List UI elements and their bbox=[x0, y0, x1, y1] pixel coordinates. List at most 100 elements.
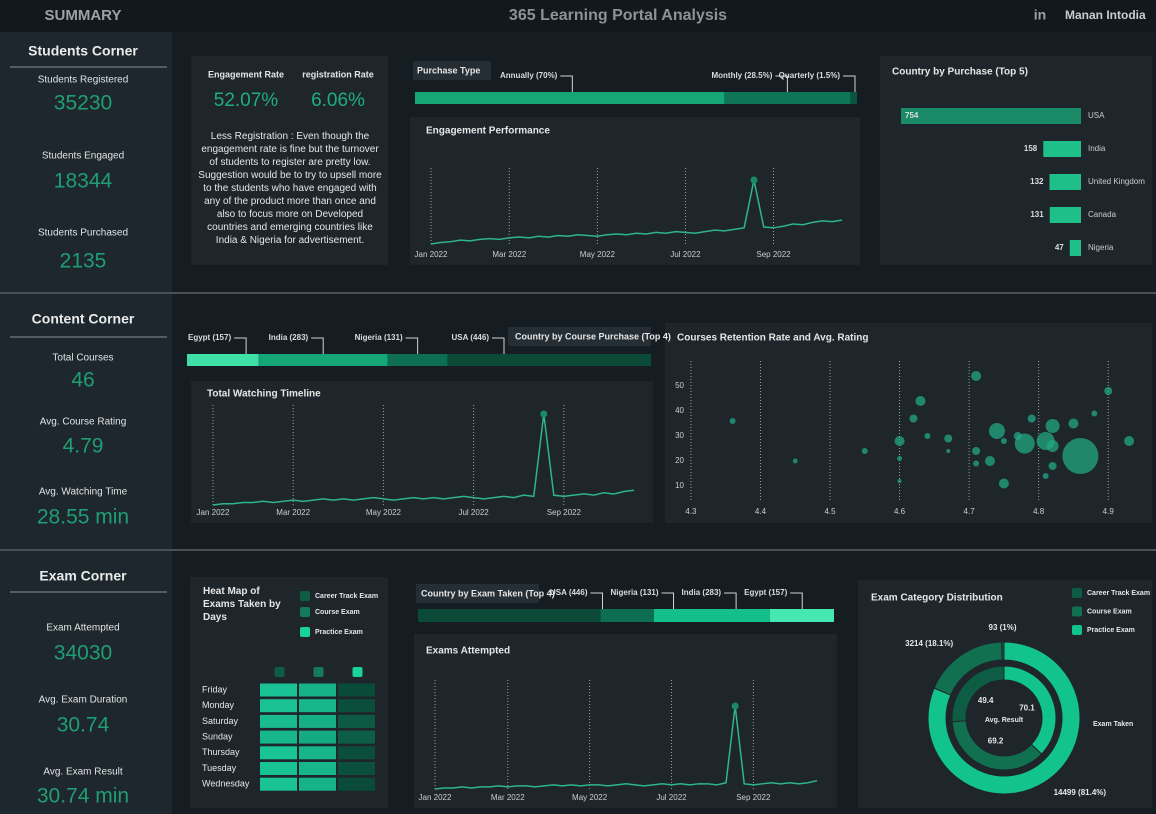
x-tick-label: 4.6 bbox=[894, 507, 906, 516]
line bbox=[430, 179, 843, 245]
linkedin-icon[interactable]: in bbox=[1034, 7, 1046, 23]
row-label: Saturday bbox=[202, 716, 239, 726]
row-label: Friday bbox=[202, 684, 228, 694]
heat-cell bbox=[260, 746, 297, 760]
ring-name: Exam Taken bbox=[1093, 721, 1133, 728]
heat-cell bbox=[299, 683, 336, 697]
segment-label: India (283) bbox=[269, 333, 309, 342]
column-header bbox=[352, 667, 363, 677]
chart-title: Purchase Type bbox=[417, 65, 480, 75]
leader-line bbox=[843, 75, 856, 92]
ring-label: 70.1 bbox=[1019, 703, 1035, 712]
title-boxes bbox=[413, 61, 651, 603]
chart-title: Engagement Performance bbox=[426, 126, 550, 137]
kpi-value: 35230 bbox=[54, 92, 112, 115]
kpi-value: 6.06% bbox=[311, 90, 365, 111]
ring-segment bbox=[933, 641, 1003, 696]
kpi-label: Avg. Exam Result bbox=[43, 767, 123, 778]
bubble bbox=[1068, 418, 1079, 429]
heat-cell bbox=[299, 730, 336, 744]
chart-title: Courses Retention Rate and Avg. Rating bbox=[677, 333, 869, 344]
panel bbox=[414, 634, 837, 808]
bubble bbox=[972, 447, 981, 455]
bubble bbox=[1042, 473, 1049, 479]
chart-title: Exam Category Distribution bbox=[871, 593, 1003, 604]
y-tick-label: 10 bbox=[675, 481, 684, 490]
chart-title: Heat Map of Exams Taken by Days bbox=[203, 586, 281, 623]
legend-label: Career Track Exam bbox=[315, 593, 378, 600]
segment-label: India (283) bbox=[682, 588, 722, 597]
y-tick-label: 30 bbox=[675, 431, 684, 440]
heat-cell bbox=[260, 777, 297, 791]
panel bbox=[410, 117, 860, 265]
kpi-label: Students Engaged bbox=[42, 151, 124, 162]
legend-swatch bbox=[300, 591, 310, 601]
x-tick-label: Jan 2022 bbox=[197, 508, 230, 517]
category-label: USA bbox=[1088, 111, 1105, 120]
kpi-label: Students Purchased bbox=[38, 228, 128, 239]
bubble bbox=[1014, 433, 1035, 454]
bubble bbox=[1045, 419, 1060, 433]
bar-segment bbox=[769, 609, 834, 622]
value-label: 47 bbox=[1055, 243, 1064, 252]
bubble bbox=[971, 371, 982, 381]
leader-line bbox=[311, 337, 324, 354]
bar-segment bbox=[447, 354, 651, 366]
bar-segment bbox=[387, 354, 448, 366]
bar-segment bbox=[258, 354, 388, 366]
bubble bbox=[924, 433, 931, 439]
category-label: Nigeria bbox=[1088, 243, 1114, 252]
heat-cell bbox=[260, 762, 297, 775]
heat-cell bbox=[299, 777, 336, 791]
bubble bbox=[861, 448, 868, 454]
chart-title: Country by Exam Taken (Top 4) bbox=[421, 588, 555, 598]
bar-segment bbox=[850, 92, 857, 104]
bubble bbox=[1048, 462, 1057, 470]
x-tick-label: Jan 2022 bbox=[419, 793, 452, 802]
header-bar bbox=[0, 0, 1156, 32]
row-label: Monday bbox=[202, 700, 235, 710]
ring-name: Avg. Result bbox=[985, 717, 1024, 724]
bubble bbox=[1104, 387, 1113, 395]
legend-swatch bbox=[300, 627, 310, 637]
legend-label: Course Exam bbox=[1087, 608, 1132, 615]
leader-line bbox=[724, 592, 737, 609]
row-label: Wednesday bbox=[202, 779, 250, 789]
chart-title: Exams Attempted bbox=[426, 646, 510, 657]
leader-line bbox=[492, 337, 505, 354]
line bbox=[434, 705, 818, 790]
peak-marker bbox=[540, 410, 548, 418]
heat-cell bbox=[260, 683, 297, 697]
kpi-value: 28.55 min bbox=[37, 506, 129, 529]
x-tick-label: Mar 2022 bbox=[276, 508, 310, 517]
kpi-label: Engagement Rate bbox=[208, 69, 284, 79]
leader-line bbox=[405, 337, 419, 354]
sidebar bbox=[0, 32, 172, 814]
bar bbox=[1049, 174, 1081, 190]
category-label: Canada bbox=[1088, 210, 1117, 219]
x-tick-label: 4.7 bbox=[964, 507, 976, 516]
header-left: SUMMARY bbox=[45, 7, 122, 24]
bar bbox=[1049, 207, 1081, 223]
kpi-label: Students Registered bbox=[38, 75, 129, 86]
heat-cell bbox=[299, 699, 336, 713]
title-box bbox=[416, 584, 539, 603]
heat-cell bbox=[338, 762, 375, 775]
x-tick-label: 4.4 bbox=[755, 507, 767, 516]
heat-cell bbox=[338, 683, 375, 697]
x-tick-label: Jul 2022 bbox=[670, 250, 701, 259]
segment-label: Nigeria (131) bbox=[611, 588, 659, 597]
legend-swatch bbox=[300, 607, 310, 617]
legend-swatch bbox=[1072, 588, 1082, 598]
legend-swatch bbox=[1072, 606, 1082, 617]
category-label: United Kingdom bbox=[1088, 177, 1145, 186]
bubble bbox=[1000, 438, 1007, 444]
peak-marker bbox=[731, 702, 739, 710]
bubble bbox=[1124, 436, 1135, 446]
bubble bbox=[998, 478, 1009, 489]
heat-cell bbox=[299, 762, 336, 775]
segment-label: USA (446) bbox=[452, 333, 490, 342]
bar-segment bbox=[600, 609, 655, 622]
segment-label: Annually (70%) bbox=[500, 71, 558, 80]
